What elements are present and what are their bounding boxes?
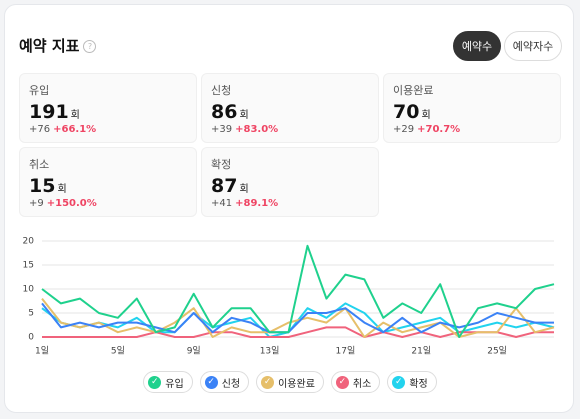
y-tick-label: 15 [23, 261, 34, 271]
x-tick-label: 9일 [187, 346, 201, 357]
legend-item[interactable]: ✓ 확정 [387, 371, 437, 393]
stat-unit: 회 [70, 110, 80, 121]
stat-delta-row: +39 +83.0% [211, 124, 369, 135]
legend-swatch: ✓ [335, 375, 349, 389]
card: 예약 지표? 예약수 예약자수 유입 191 회 +76 +66.1% 신청 86 회 +39 +… [4, 4, 574, 413]
legend-item[interactable]: ✓ 유입 [143, 371, 193, 393]
stat-value: 191 [29, 101, 69, 123]
stat-delta: +39 [211, 124, 233, 135]
stat-delta-row: +41 +89.1% [211, 198, 369, 209]
legend-item[interactable]: ✓ 취소 [330, 371, 381, 393]
series-line [41, 297, 555, 338]
legend-item[interactable]: ✓ 신청 [199, 371, 250, 393]
stat-card: 취소 15 회 +9 +150.0% [19, 147, 197, 217]
stat-delta-row: +76 +66.1% [29, 124, 187, 135]
series-line [41, 244, 555, 338]
stat-label: 신청 [211, 84, 232, 97]
legend-label: 이용완료 [278, 378, 315, 390]
stat-card: 신청 86 회 +39 +83.0% [201, 73, 379, 143]
series-line [42, 326, 554, 338]
stat-value-row: 70 회 [393, 101, 551, 123]
stat-rate: +150.0% [46, 198, 97, 209]
legend-swatch: ✓ [148, 375, 162, 389]
stat-delta: +29 [393, 124, 415, 135]
stat-card: 이용완료 70 회 +29 +70.7% [383, 73, 561, 143]
tab[interactable]: 예약자수 [504, 31, 562, 61]
x-tick-label: 1일 [35, 346, 49, 357]
y-tick-label: 20 [23, 237, 35, 247]
x-tick-label: 5일 [111, 346, 125, 357]
stat-value-row: 86 회 [211, 101, 369, 123]
legend-label: 신청 [221, 378, 241, 390]
legend-label: 확정 [409, 378, 428, 390]
series-line [41, 302, 554, 334]
stat-delta: +41 [211, 198, 233, 209]
legend-item[interactable]: ✓ 이용완료 [256, 371, 324, 393]
stat-value: 87 [211, 175, 238, 197]
help-icon[interactable]: ? [83, 40, 97, 53]
y-tick-label: 10 [23, 285, 35, 295]
stat-rate: +70.7% [417, 124, 461, 135]
stat-value-row: 191 회 [29, 101, 187, 123]
legend-swatch: ✓ [261, 375, 275, 389]
legend: ✓ 유입 ✓ 신청 ✓ 이용완료 ✓ 취소 ✓ 확정 [5, 371, 575, 393]
stat-label: 유입 [29, 84, 50, 97]
stat-value: 86 [211, 101, 238, 123]
stat-label: 취소 [29, 158, 50, 171]
stat-value: 15 [29, 175, 56, 197]
y-tick-label: 0 [28, 333, 34, 343]
stat-delta: +9 [29, 198, 44, 209]
stat-label: 이용완료 [393, 84, 434, 97]
stat-value: 70 [393, 101, 420, 123]
stat-delta: +76 [29, 124, 51, 135]
stat-unit: 회 [239, 110, 249, 121]
legend-swatch: ✓ [204, 375, 218, 389]
chart: 0 5 10 15 20 1일 5일 9일 13일 17일 21일 25일 [23, 237, 555, 357]
stat-rate: +89.1% [235, 198, 279, 209]
legend-label: 취소 [352, 378, 372, 390]
y-tick-label: 5 [28, 309, 34, 319]
title: 예약 지표? [19, 35, 97, 56]
stat-rate: +83.0% [235, 124, 279, 135]
legend-swatch: ✓ [392, 375, 406, 389]
stat-value-row: 15 회 [29, 175, 187, 197]
x-tick-label: 25일 [487, 346, 507, 357]
stat-unit: 회 [57, 184, 67, 195]
stat-card: 유입 191 회 +76 +66.1% [19, 73, 197, 143]
stat-label: 확정 [211, 158, 232, 171]
stat-delta-row: +9 +150.0% [29, 198, 187, 209]
stat-unit: 회 [421, 110, 431, 121]
x-tick-label: 17일 [336, 346, 356, 357]
tab[interactable]: 예약수 [453, 31, 501, 61]
stat-value-row: 87 회 [211, 175, 369, 197]
legend-label: 유입 [165, 378, 184, 390]
stat-unit: 회 [239, 184, 249, 195]
stat-card: 확정 87 회 +41 +89.1% [201, 147, 379, 217]
stat-rate: +66.1% [53, 124, 97, 135]
title-text: 예약 지표 [19, 37, 80, 55]
stat-delta-row: +29 +70.7% [393, 124, 551, 135]
x-tick-label: 13일 [260, 346, 280, 357]
x-tick-label: 21일 [411, 346, 431, 357]
